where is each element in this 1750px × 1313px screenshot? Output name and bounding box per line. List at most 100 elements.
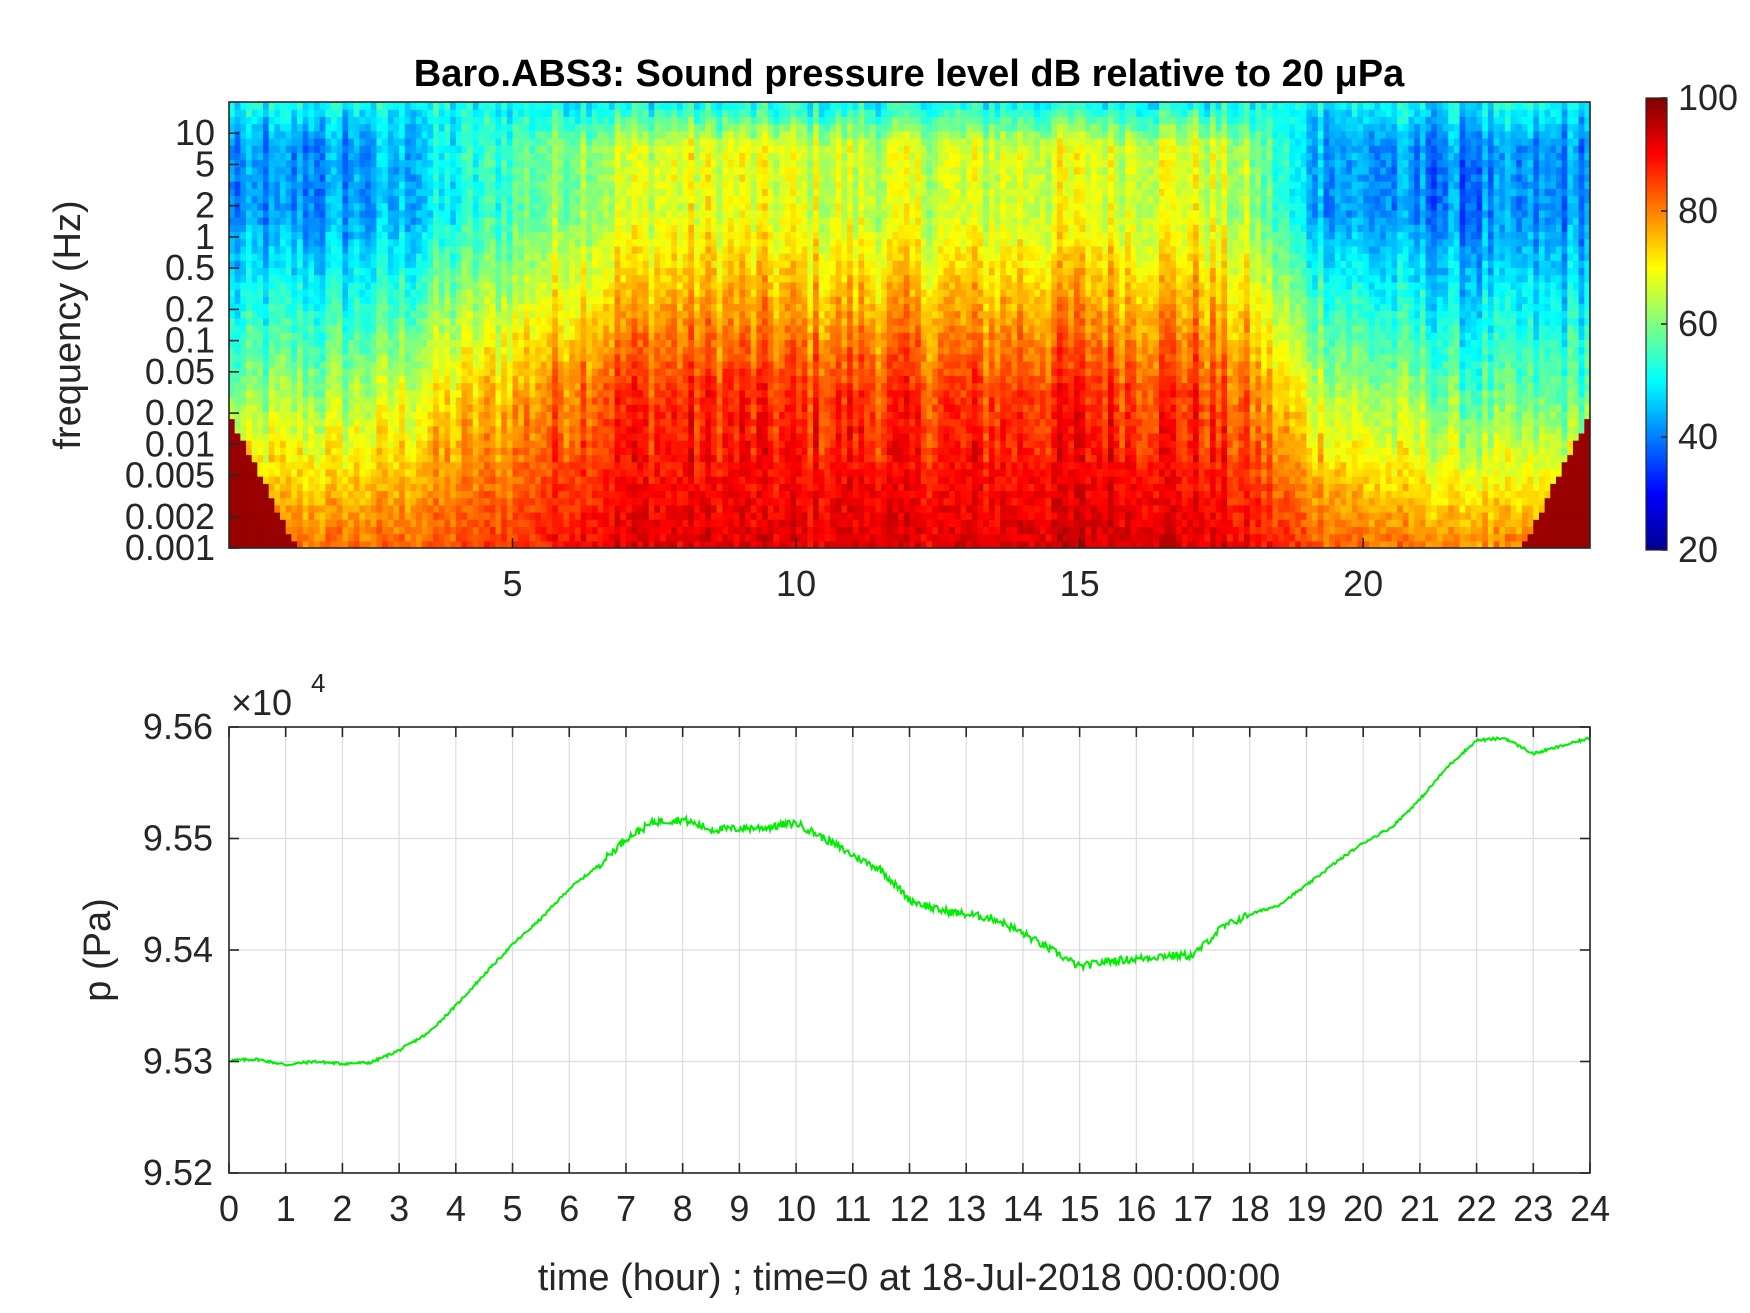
heatmap-cell bbox=[342, 483, 349, 492]
heatmap-cell bbox=[382, 540, 389, 548]
heatmap-cell bbox=[353, 130, 361, 139]
heatmap-cell bbox=[246, 360, 253, 369]
heatmap-cell bbox=[586, 303, 593, 312]
heatmap-cell bbox=[552, 540, 559, 548]
heatmap-cell bbox=[620, 353, 627, 362]
heatmap-cell bbox=[495, 303, 502, 312]
heatmap-cell bbox=[523, 181, 531, 189]
heatmap-cell bbox=[518, 217, 525, 225]
heatmap-cell bbox=[444, 181, 451, 189]
heatmap-cell bbox=[336, 504, 344, 513]
heatmap-cell bbox=[546, 195, 553, 204]
heatmap-cell bbox=[518, 339, 525, 348]
heatmap-cell bbox=[257, 332, 264, 340]
heatmap-cell bbox=[263, 519, 270, 528]
heatmap-cell bbox=[331, 368, 338, 376]
heatmap-cell bbox=[285, 159, 292, 168]
heatmap-cell bbox=[467, 152, 474, 161]
heatmap-cell bbox=[302, 296, 309, 305]
heatmap-cell bbox=[586, 260, 593, 269]
heatmap-cell bbox=[268, 382, 275, 391]
heatmap-cell bbox=[342, 432, 349, 441]
heatmap-cell bbox=[569, 102, 576, 110]
heatmap-cell bbox=[302, 476, 309, 484]
heatmap-cell bbox=[546, 411, 553, 420]
heatmap-cell bbox=[540, 476, 548, 484]
heatmap-cell bbox=[648, 317, 655, 326]
heatmap-cell bbox=[512, 476, 519, 484]
heatmap-cell bbox=[246, 425, 253, 434]
heatmap-cell bbox=[518, 245, 525, 254]
heatmap-cell bbox=[421, 504, 429, 513]
heatmap-cell bbox=[365, 440, 372, 448]
heatmap-cell bbox=[314, 202, 321, 211]
heatmap-cell bbox=[421, 476, 429, 484]
heatmap-cell bbox=[489, 209, 497, 218]
heatmap-cell bbox=[586, 339, 593, 348]
heatmap-cell bbox=[540, 217, 548, 225]
heatmap-cell bbox=[557, 396, 565, 405]
heatmap-cell bbox=[234, 490, 241, 499]
heatmap-cell bbox=[382, 317, 389, 326]
heatmap-cell bbox=[285, 375, 292, 384]
heatmap-cell bbox=[331, 418, 338, 427]
heatmap-cell bbox=[234, 238, 241, 247]
heatmap-cell bbox=[677, 173, 684, 182]
heatmap-cell bbox=[314, 418, 321, 427]
heatmap-cell bbox=[404, 461, 412, 470]
heatmap-cell bbox=[348, 152, 355, 161]
heatmap-cell bbox=[489, 325, 497, 333]
heatmap-cell bbox=[438, 188, 446, 197]
heatmap-cell bbox=[512, 116, 519, 125]
heatmap-cell bbox=[416, 245, 423, 254]
heatmap-cell bbox=[501, 274, 508, 283]
heatmap-cell bbox=[433, 490, 440, 499]
heatmap-cell bbox=[399, 483, 406, 492]
heatmap-cell bbox=[421, 253, 429, 261]
heatmap-cell bbox=[506, 540, 514, 548]
heatmap-cell bbox=[461, 253, 468, 261]
heatmap-cell bbox=[353, 224, 361, 233]
heatmap-cell bbox=[523, 461, 531, 470]
heatmap-cell bbox=[495, 519, 502, 528]
heatmap-cell bbox=[263, 461, 270, 470]
heatmap-cell bbox=[319, 281, 326, 290]
heatmap-cell bbox=[671, 512, 678, 520]
heatmap-cell bbox=[370, 317, 378, 326]
heatmap-cell bbox=[461, 497, 468, 506]
heatmap-cell bbox=[625, 468, 633, 477]
heatmap-cell bbox=[433, 231, 440, 240]
heatmap-cell bbox=[240, 209, 247, 218]
heatmap-cell bbox=[263, 267, 270, 276]
heatmap-cell bbox=[512, 497, 519, 506]
heatmap-cell bbox=[314, 159, 321, 168]
heatmap-cell bbox=[614, 209, 621, 218]
heatmap-cell bbox=[484, 396, 491, 405]
heatmap-cell bbox=[512, 533, 519, 542]
heatmap-cell bbox=[234, 325, 241, 333]
heatmap-cell bbox=[580, 109, 587, 117]
heatmap-cell bbox=[387, 418, 395, 427]
heatmap-cell bbox=[620, 339, 627, 348]
heatmap-cell bbox=[450, 303, 457, 312]
heatmap-cell bbox=[637, 152, 644, 161]
heatmap-cell bbox=[518, 476, 525, 484]
heatmap-cell bbox=[268, 130, 275, 139]
heatmap-cell bbox=[359, 238, 366, 247]
heatmap-cell bbox=[229, 483, 236, 492]
heatmap-cell bbox=[659, 519, 667, 528]
heatmap-cell bbox=[648, 440, 655, 448]
heatmap-cell bbox=[495, 368, 502, 376]
heatmap-cell bbox=[512, 281, 519, 290]
heatmap-cell bbox=[677, 166, 684, 175]
heatmap-cell bbox=[285, 166, 292, 175]
heatmap-cell bbox=[506, 152, 514, 161]
heatmap-cell bbox=[240, 109, 247, 117]
heatmap-cell bbox=[450, 440, 457, 448]
heatmap-cell bbox=[348, 260, 355, 269]
heatmap-cell bbox=[552, 468, 559, 477]
heatmap-cell bbox=[591, 145, 599, 153]
heatmap-cell bbox=[291, 332, 298, 340]
heatmap-cell bbox=[297, 411, 304, 420]
heatmap-cell bbox=[348, 188, 355, 197]
